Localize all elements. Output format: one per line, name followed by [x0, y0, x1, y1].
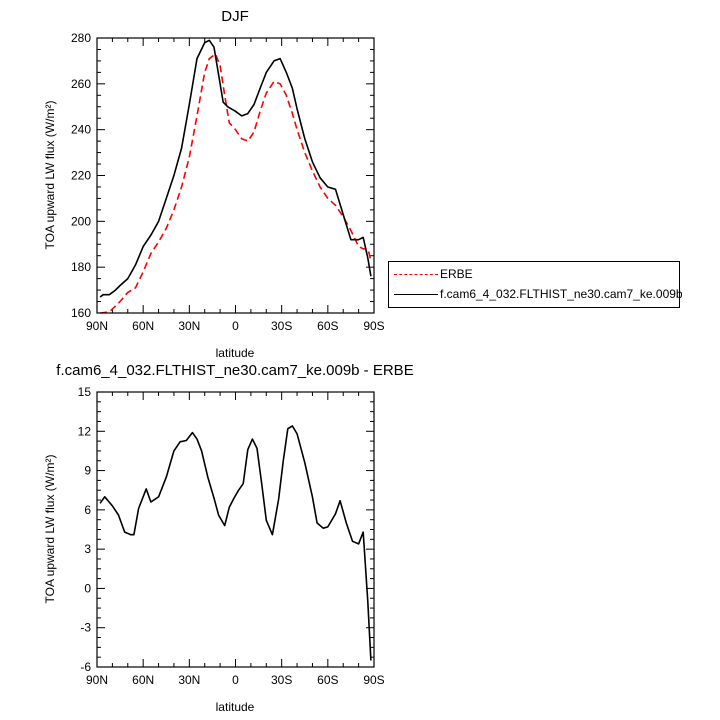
- y-tick-label: 0: [84, 581, 91, 595]
- plot-frame: [96, 37, 375, 314]
- y-tick-label: 9: [84, 464, 91, 478]
- y-tick-label: -3: [80, 621, 91, 635]
- x-tick-label: 30N: [178, 673, 200, 687]
- plot-frame: [96, 391, 375, 668]
- y-tick-label: 160: [71, 306, 91, 320]
- legend-swatch-erbe: [394, 274, 438, 275]
- legend-entry: f.cam6_4_032.FLTHIST_ne30.cam7_ke.009b: [389, 286, 683, 304]
- legend-swatch-model: [394, 294, 438, 295]
- y-tick-label: 3: [84, 542, 91, 556]
- x-tick-label: 0: [232, 673, 239, 687]
- chart-difference: f.cam6_4_032.FLTHIST_ne30.cam7_ke.009b -…: [43, 362, 414, 714]
- y-tick-label: 220: [71, 169, 91, 183]
- y-tick-label: 280: [71, 31, 91, 45]
- x-tick-label: 60S: [317, 673, 338, 687]
- legend: ERBE f.cam6_4_032.FLTHIST_ne30.cam7_ke.0…: [388, 261, 683, 308]
- y-tick-label: 180: [71, 260, 91, 274]
- y-tick-labels: -6 -3 0 3 6 9 12 15: [78, 385, 92, 674]
- x-tick-labels: 90N 60N 30N 0 30S 60S 90S: [86, 673, 385, 687]
- y-tick-label: 15: [78, 385, 92, 399]
- x-tick-label: 30S: [271, 319, 292, 333]
- x-tick-label: 60N: [132, 319, 154, 333]
- tick-marks: [96, 391, 375, 668]
- y-tick-label: 12: [78, 424, 92, 438]
- x-tick-label: 90S: [363, 673, 384, 687]
- chart-title: DJF: [221, 8, 249, 25]
- x-tick-label: 60S: [317, 319, 338, 333]
- series-lines: [99, 39, 372, 314]
- x-axis-label: latitude: [216, 346, 255, 360]
- series-lines: [99, 425, 372, 661]
- legend-entry: ERBE: [389, 266, 679, 284]
- x-tick-label: 30N: [178, 319, 200, 333]
- y-tick-label: 6: [84, 503, 91, 517]
- x-axis-label: latitude: [216, 700, 255, 714]
- x-tick-label: 90S: [363, 319, 384, 333]
- djf-series-line-0: [100, 53, 372, 314]
- tick-marks: [96, 37, 375, 314]
- legend-label: f.cam6_4_032.FLTHIST_ne30.cam7_ke.009b: [440, 287, 683, 301]
- y-axis-label: TOA upward LW flux (W/m²): [43, 455, 57, 604]
- x-tick-label: 90N: [86, 673, 108, 687]
- legend-label: ERBE: [440, 267, 473, 281]
- x-tick-label: 0: [232, 319, 239, 333]
- y-tick-label: 200: [71, 214, 91, 228]
- djf-series-line-1: [99, 39, 372, 298]
- y-tick-label: 240: [71, 123, 91, 137]
- x-tick-labels: 90N 60N 30N 0 30S 60S 90S: [86, 319, 385, 333]
- chart-title: f.cam6_4_032.FLTHIST_ne30.cam7_ke.009b -…: [56, 362, 413, 379]
- x-tick-label: 90N: [86, 319, 108, 333]
- chart-djf: DJF 160 180 200 220 240 260 280 90N 60N 30N 0 30S 6…: [43, 8, 385, 360]
- x-tick-label: 60N: [132, 673, 154, 687]
- x-tick-label: 30S: [271, 673, 292, 687]
- y-tick-label: 260: [71, 77, 91, 91]
- diff-series-line-0: [99, 425, 372, 661]
- y-tick-labels: 160 180 200 220 240 260 280: [71, 31, 91, 320]
- y-axis-label: TOA upward LW flux (W/m²): [43, 101, 57, 250]
- y-tick-label: -6: [80, 660, 91, 674]
